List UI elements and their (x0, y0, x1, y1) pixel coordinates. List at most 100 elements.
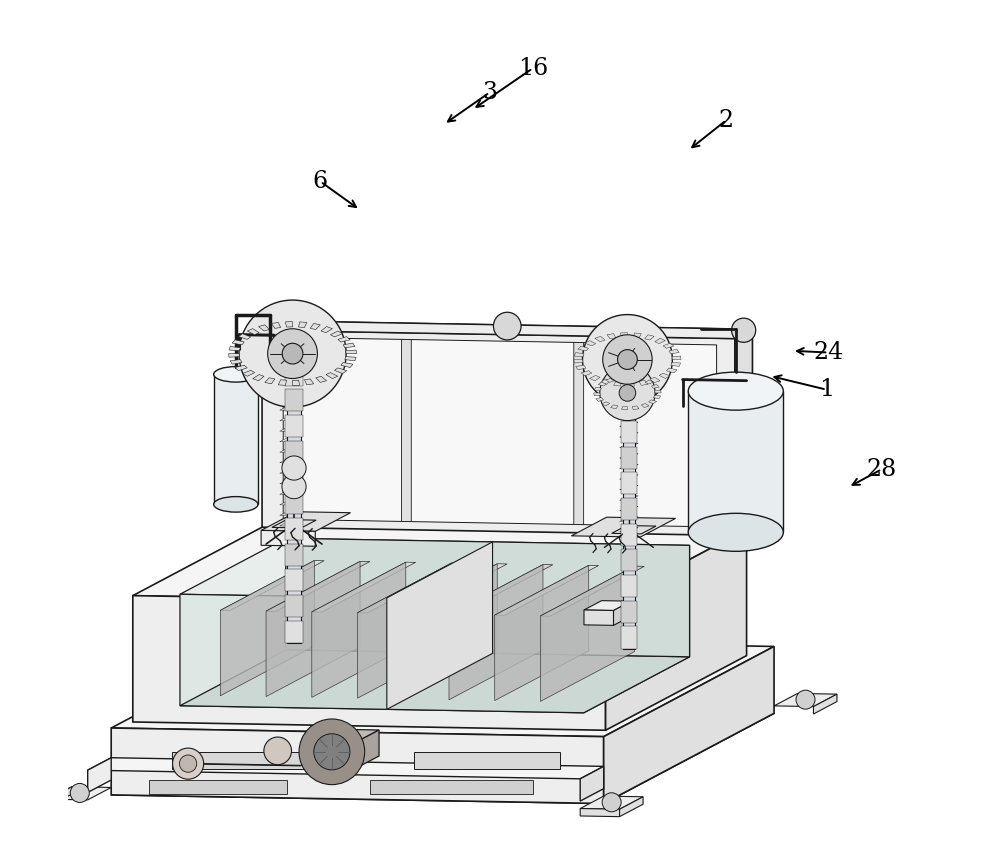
Polygon shape (302, 738, 361, 766)
Polygon shape (285, 492, 303, 514)
Bar (370, 780, 533, 794)
Circle shape (268, 328, 317, 378)
Polygon shape (280, 405, 298, 410)
Polygon shape (345, 357, 356, 361)
Polygon shape (280, 364, 298, 368)
Polygon shape (285, 569, 303, 591)
Text: 16: 16 (518, 57, 548, 79)
Circle shape (603, 334, 652, 384)
Polygon shape (659, 373, 670, 378)
Polygon shape (321, 327, 332, 333)
Polygon shape (312, 562, 416, 612)
Polygon shape (623, 340, 635, 649)
Polygon shape (180, 594, 584, 713)
Polygon shape (622, 407, 627, 410)
Polygon shape (578, 346, 589, 351)
Polygon shape (243, 371, 255, 376)
Polygon shape (48, 787, 72, 807)
Polygon shape (310, 323, 320, 329)
Polygon shape (280, 500, 298, 505)
Polygon shape (495, 565, 599, 615)
Polygon shape (571, 518, 676, 537)
Polygon shape (285, 620, 303, 643)
Polygon shape (111, 638, 774, 737)
Polygon shape (285, 595, 303, 617)
Circle shape (264, 681, 283, 700)
Polygon shape (280, 342, 298, 347)
Polygon shape (720, 461, 745, 476)
Polygon shape (621, 395, 637, 417)
Polygon shape (229, 346, 240, 351)
Polygon shape (358, 563, 452, 698)
Circle shape (173, 748, 204, 779)
Circle shape (583, 314, 672, 404)
Polygon shape (616, 377, 623, 380)
Polygon shape (280, 384, 298, 390)
Polygon shape (272, 519, 316, 528)
Text: 24: 24 (813, 341, 843, 364)
Polygon shape (637, 377, 644, 381)
Polygon shape (620, 422, 638, 427)
Polygon shape (620, 517, 638, 522)
Polygon shape (627, 376, 633, 379)
Polygon shape (387, 542, 493, 709)
Polygon shape (774, 694, 837, 707)
Polygon shape (621, 600, 637, 623)
Circle shape (239, 300, 346, 407)
Polygon shape (266, 562, 370, 612)
Polygon shape (649, 400, 657, 403)
Polygon shape (265, 378, 275, 384)
Circle shape (732, 318, 756, 342)
Polygon shape (302, 729, 379, 740)
Polygon shape (621, 473, 637, 494)
Polygon shape (180, 538, 690, 601)
Polygon shape (574, 342, 584, 524)
Bar (414, 752, 560, 769)
Polygon shape (580, 809, 620, 816)
Polygon shape (639, 380, 648, 385)
Polygon shape (280, 437, 298, 442)
Polygon shape (672, 356, 681, 359)
Circle shape (282, 343, 303, 364)
Polygon shape (620, 485, 638, 490)
Polygon shape (620, 380, 638, 384)
Polygon shape (595, 336, 605, 341)
Polygon shape (580, 766, 604, 801)
Polygon shape (581, 371, 592, 376)
Polygon shape (133, 595, 606, 730)
Bar (149, 780, 287, 794)
Polygon shape (607, 334, 616, 339)
Polygon shape (235, 365, 247, 371)
Text: 28: 28 (867, 458, 897, 480)
Bar (172, 752, 327, 769)
Polygon shape (620, 443, 638, 448)
Circle shape (602, 793, 621, 812)
Ellipse shape (688, 513, 783, 551)
Polygon shape (621, 575, 637, 597)
Polygon shape (632, 406, 639, 410)
Polygon shape (602, 402, 610, 406)
Polygon shape (401, 340, 411, 522)
Polygon shape (293, 380, 300, 385)
Polygon shape (596, 397, 603, 402)
Polygon shape (606, 530, 747, 730)
Polygon shape (286, 538, 690, 657)
Polygon shape (620, 464, 638, 469)
Text: 6: 6 (313, 170, 328, 193)
Polygon shape (620, 527, 638, 532)
Polygon shape (620, 391, 638, 395)
Polygon shape (230, 359, 242, 365)
Polygon shape (645, 334, 654, 340)
Polygon shape (326, 372, 338, 378)
Polygon shape (259, 325, 269, 331)
Polygon shape (601, 379, 610, 384)
Polygon shape (576, 365, 586, 370)
Polygon shape (449, 564, 553, 614)
Ellipse shape (214, 497, 258, 512)
Polygon shape (280, 374, 298, 378)
Polygon shape (280, 353, 298, 358)
Polygon shape (633, 333, 641, 338)
Polygon shape (312, 562, 406, 697)
Polygon shape (621, 626, 637, 649)
Polygon shape (620, 496, 638, 500)
